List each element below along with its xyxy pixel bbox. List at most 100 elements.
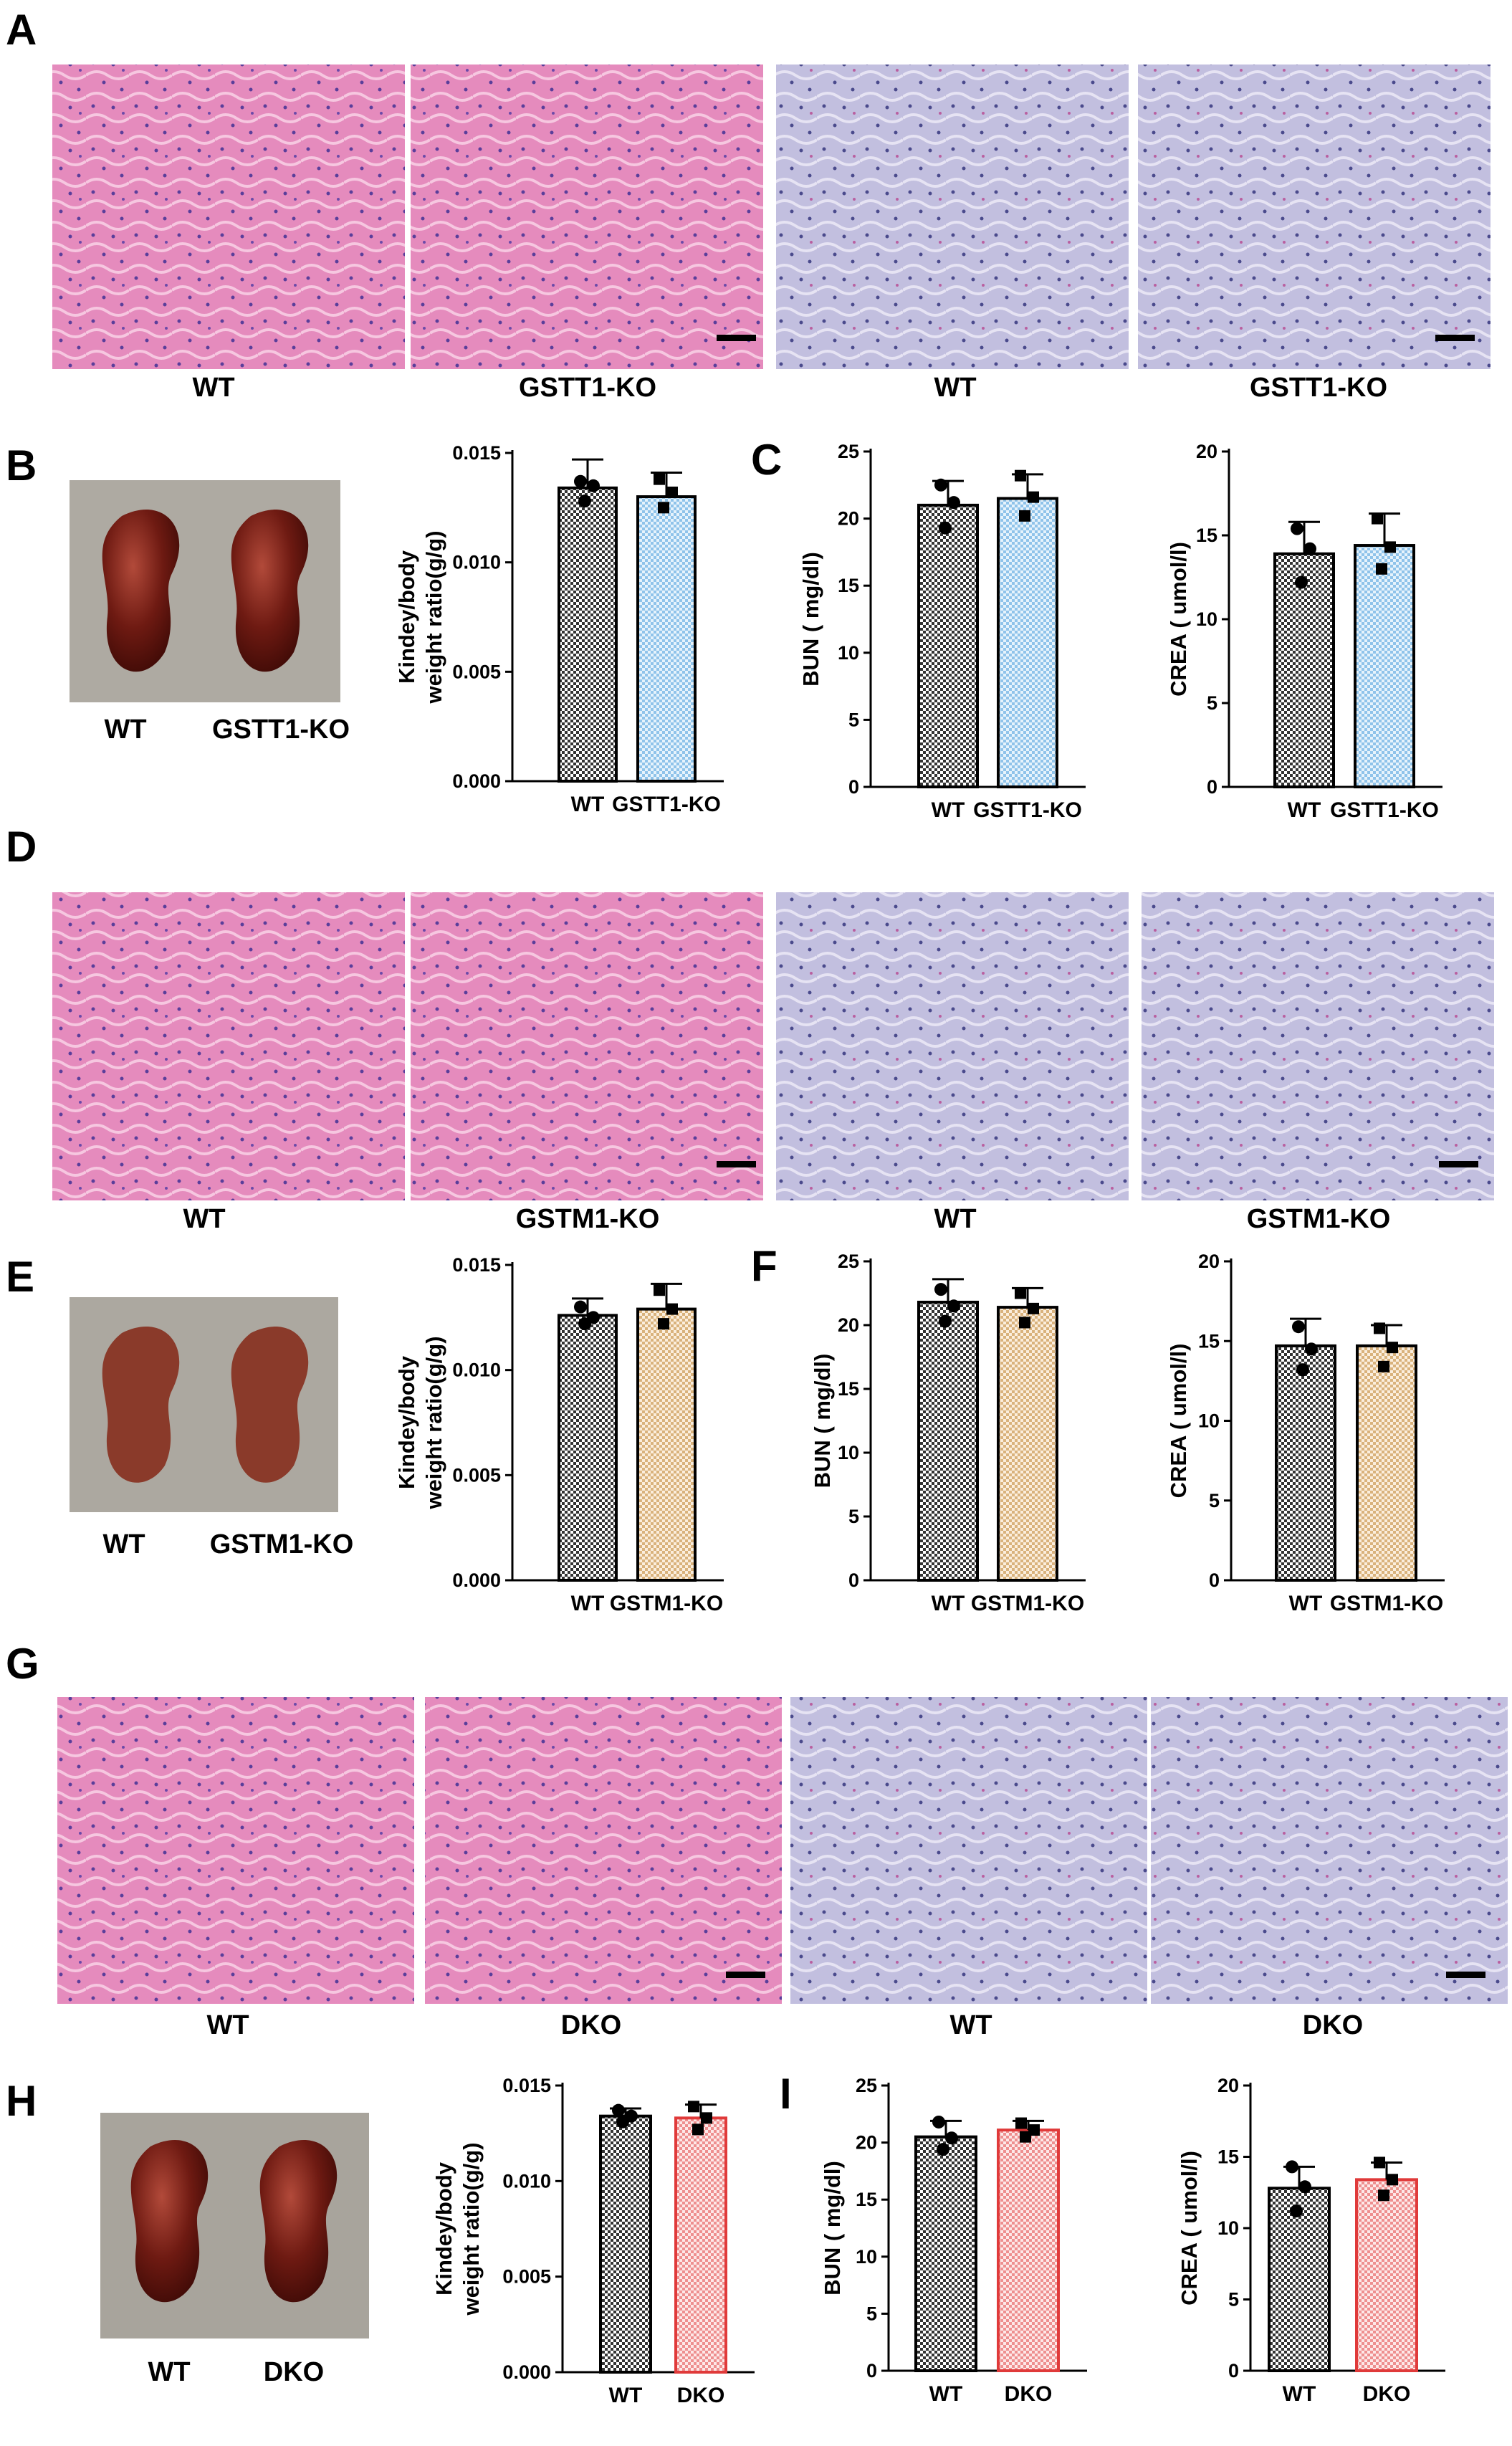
x-tick-label: WT <box>571 1592 605 1615</box>
y-tick-label: 0 <box>866 2360 877 2381</box>
kidney-icon <box>231 510 309 672</box>
y-tick-label: 15 <box>838 575 859 596</box>
data-point <box>1028 491 1039 503</box>
y-tick-label: 10 <box>1196 608 1217 630</box>
x-tick-label: GSTT1-KO <box>973 798 1082 822</box>
y-axis-label: CREA ( umol/l) <box>1166 542 1191 697</box>
data-point <box>939 1314 952 1328</box>
y-tick-label: 0 <box>1207 776 1217 798</box>
bar <box>1273 552 1335 788</box>
x-tick-label: WT <box>609 2384 643 2407</box>
y-tick-label: 5 <box>1209 1490 1220 1511</box>
data-point <box>1372 512 1383 525</box>
chart-f-crea: 0 5 10 15 20 CREA ( umol/l) WT GSTM1-KO <box>1166 1251 1445 1615</box>
data-point <box>932 2115 945 2129</box>
bar <box>997 497 1058 789</box>
chart-f-bun: 0 5 10 15 20 25 BUN ( mg/dl) WT GSTM1-KO <box>810 1251 1086 1615</box>
y-axis-label: BUN ( mg/dl) <box>810 1354 835 1489</box>
y-tick-label: 0.000 <box>502 2361 551 2383</box>
histology-image-a3 <box>776 65 1129 369</box>
kidney-photo-h: WT DKO <box>100 2113 369 2387</box>
histology-image-d1 <box>52 892 405 1200</box>
histology-caption: DKO <box>561 2010 621 2040</box>
y-tick-label: 5 <box>1207 692 1217 714</box>
y-tick-label: 0.015 <box>502 2075 551 2096</box>
y-axis-label: Kindey/body <box>394 550 419 684</box>
y-tick-label: 15 <box>1198 1330 1220 1352</box>
data-point <box>578 495 591 508</box>
x-tick-label: WT <box>929 2382 963 2406</box>
bar <box>1356 1344 1417 1582</box>
kidney-icon <box>259 2140 338 2303</box>
panel-label-f: F <box>751 1242 777 1290</box>
y-tick-label: 0 <box>848 1570 859 1591</box>
data-point <box>1028 1302 1039 1314</box>
data-point <box>1020 2131 1031 2143</box>
x-tick-label: GSTM1-KO <box>1330 1592 1443 1615</box>
data-point <box>658 1318 669 1330</box>
data-point <box>947 1299 960 1313</box>
histology-image-g3 <box>790 1697 1147 2004</box>
histology-caption: GSTM1-KO <box>1247 1204 1391 1234</box>
data-point <box>1303 542 1316 555</box>
kidney-caption: WT <box>104 715 146 745</box>
data-point <box>1291 522 1303 535</box>
histology-caption: GSTT1-KO <box>519 373 656 403</box>
kidney-caption: DKO <box>264 2357 324 2387</box>
histology-image-a1 <box>52 65 405 369</box>
data-point <box>658 502 669 514</box>
data-point <box>1376 563 1387 575</box>
data-point <box>587 479 600 492</box>
histology-caption: WT <box>183 1204 225 1234</box>
y-tick-label: 20 <box>1198 1251 1220 1272</box>
y-tick-label: 0.015 <box>452 442 501 464</box>
data-point <box>1015 2117 1027 2129</box>
bar <box>636 1307 697 1582</box>
bar <box>917 1300 979 1582</box>
data-point <box>574 474 587 488</box>
histology-image-g4 <box>1151 1697 1508 2004</box>
y-tick-label: 0 <box>1228 2360 1239 2381</box>
histology-caption: WT <box>934 1204 976 1234</box>
bar <box>914 2135 977 2372</box>
data-point <box>1019 510 1030 522</box>
x-tick-label: WT <box>932 1592 965 1615</box>
bar <box>917 503 979 788</box>
panel-label-a: A <box>6 6 37 54</box>
data-point <box>1384 541 1396 553</box>
kidney-photo-b: WT GSTT1-KO <box>70 480 350 745</box>
bar <box>1354 544 1415 788</box>
bar <box>558 1314 618 1582</box>
data-point <box>574 1300 587 1314</box>
bar <box>1355 2178 1418 2373</box>
histology-row-g: WT DKO WT DKO <box>57 1697 1508 2040</box>
histology-image-g2 <box>425 1697 782 2004</box>
y-axis-label: weight ratio(g/g) <box>421 530 446 704</box>
data-point <box>654 1284 665 1296</box>
y-tick-label: 0.010 <box>452 1360 501 1381</box>
y-tick-label: 10 <box>838 642 859 664</box>
data-point <box>1298 2180 1311 2194</box>
data-point <box>1387 2174 1398 2186</box>
chart-i-crea: 0 5 10 15 20 CREA ( umol/l) WT DKO <box>1177 2075 1445 2406</box>
x-tick-label: WT <box>1288 798 1321 822</box>
chart-c-crea: 0 5 10 15 20 CREA ( umol/l) WT GSTT1-KO <box>1166 441 1442 822</box>
scale-bar <box>1435 335 1475 341</box>
data-point <box>1378 2189 1389 2202</box>
data-point <box>688 2101 699 2113</box>
data-point <box>1296 1363 1309 1377</box>
y-tick-label: 15 <box>1196 525 1217 546</box>
data-point <box>578 1317 591 1331</box>
data-point <box>701 2112 712 2124</box>
panel-label-c: C <box>751 436 782 484</box>
data-point <box>937 2143 949 2156</box>
data-point <box>612 2103 625 2117</box>
histology-caption: GSTT1-KO <box>1250 373 1387 403</box>
y-axis-label: CREA ( umol/l) <box>1177 2151 1202 2306</box>
y-tick-label: 20 <box>838 508 859 530</box>
y-axis-label: Kindey/body <box>431 2161 456 2295</box>
panel-label-i: I <box>780 2070 792 2118</box>
histology-caption: WT <box>192 373 234 403</box>
data-point <box>1305 1342 1318 1356</box>
